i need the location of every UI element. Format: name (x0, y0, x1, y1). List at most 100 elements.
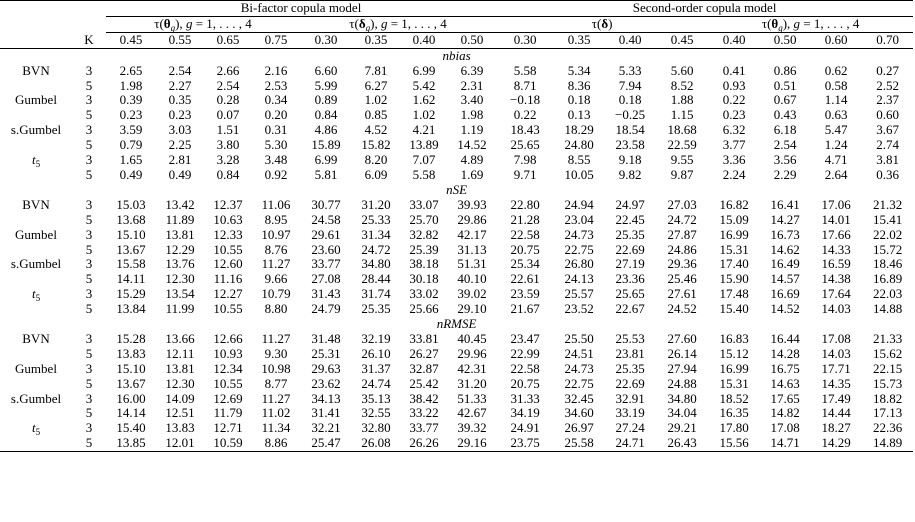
cell-value: 0.18 (567, 92, 591, 108)
cell-value: 25.42 (409, 375, 439, 391)
cell-value: 5.58 (412, 166, 436, 182)
cell-value: 24.72 (667, 211, 697, 227)
cell-value: 1.24 (824, 137, 848, 153)
copula-label: Gumbel (15, 360, 57, 376)
cell-value: 27.60 (667, 330, 697, 346)
cell-value: 0.51 (773, 77, 797, 93)
cell-value: 5.60 (670, 62, 694, 78)
cell-value: 12.30 (165, 271, 195, 287)
cell-value: 15.40 (719, 301, 749, 317)
cell-value: 34.80 (361, 256, 391, 272)
cell-value: 25.35 (361, 301, 391, 317)
cell-value: 0.49 (119, 166, 143, 182)
cell-value: 17.80 (719, 420, 749, 436)
cell-value: 14.11 (116, 271, 146, 287)
section-row-nse: nSE (0, 182, 913, 198)
column-header-1: 0.55 (156, 32, 204, 49)
cell-value: 20.75 (510, 241, 540, 257)
cell-value: 15.29 (116, 286, 146, 302)
cell-value: 11.27 (261, 390, 291, 406)
table-row: s.Gumbel 3 15.58 13.76 12.60 11.27 33.77 34.80 3… (0, 257, 913, 272)
table-row: 5 13.85 12.01 10.59 8.86 25.47 26.08 26.26 29.16… (0, 435, 914, 453)
cell-value: 17.65 (770, 390, 800, 406)
column-header-14: 0.60 (810, 32, 863, 49)
cell-value: 23.52 (564, 301, 594, 317)
cell-value: 33.81 (409, 330, 439, 346)
cell-value: 15.56 (708, 435, 761, 453)
cell-value: 3.77 (722, 137, 746, 153)
cell-value: 24.73 (564, 226, 594, 242)
cell-value: 25.46 (667, 271, 697, 287)
cell-value: 11.99 (165, 301, 195, 317)
cell-value: 25.65 (615, 286, 645, 302)
cell-value: 15.82 (361, 137, 391, 153)
cell-value: 15.09 (719, 211, 749, 227)
cell-value: 0.34 (264, 92, 288, 108)
cell-value: 10.63 (213, 211, 243, 227)
cell-value: 0.89 (314, 92, 338, 108)
cell-value: 5.81 (314, 166, 338, 182)
cell-value: 0.23 (119, 107, 143, 123)
cell-value: 34.19 (510, 405, 540, 421)
cell-value: 17.08 (770, 420, 800, 436)
cell-value: 3.03 (168, 122, 192, 138)
cell-value: 26.08 (352, 435, 400, 453)
cell-value: 23.81 (615, 345, 645, 361)
cell-value: 11.89 (165, 211, 195, 227)
column-header-3: 0.75 (252, 32, 300, 49)
table-row: 5 13.83 12.11 10.93 9.30 25.31 26.10 26.27 29.96… (0, 345, 913, 362)
cell-value: 40.45 (457, 330, 487, 346)
cell-value: 15.58 (116, 256, 146, 272)
cell-value: 2.54 (168, 62, 192, 78)
cell-value: 9.71 (513, 166, 537, 182)
cell-value: 3.81 (876, 152, 899, 168)
copula-label (0, 302, 72, 317)
cell-value: 2.74 (876, 137, 899, 153)
cell-value: 21.67 (510, 301, 540, 317)
cell-value: 32.55 (361, 405, 391, 421)
cell-value: 27.94 (667, 360, 697, 376)
k-value: 5 (85, 271, 93, 287)
cell-value: 14.14 (116, 405, 146, 421)
cell-value: 14.09 (165, 390, 195, 406)
cell-value: 24.97 (615, 196, 645, 212)
cell-value: 16.99 (719, 226, 749, 242)
copula-label: t5 (31, 420, 41, 438)
cell-value: 38.18 (409, 256, 439, 272)
cell-value: 5.99 (314, 77, 338, 93)
cell-value: 11.27 (261, 330, 291, 346)
cell-value: 42.31 (457, 360, 487, 376)
cell-value: 10.98 (261, 360, 291, 376)
cell-value: 22.36 (872, 420, 903, 436)
cell-value: 14.28 (770, 345, 800, 361)
cell-value: 25.57 (564, 286, 594, 302)
cell-value: 26.97 (564, 420, 594, 436)
cell-value: 17.06 (821, 196, 851, 212)
cell-value: 13.67 (116, 241, 146, 257)
cell-value: 0.62 (824, 62, 848, 78)
copula-label: BVN (22, 62, 50, 78)
cell-value: 27.61 (667, 286, 697, 302)
cell-value: 14.44 (821, 405, 851, 421)
cell-value: 22.75 (564, 241, 594, 257)
copula-label (0, 272, 72, 287)
cell-value: 18.27 (821, 420, 851, 436)
k-value: 5 (85, 345, 93, 361)
cell-value: 3.80 (216, 137, 240, 153)
cell-value: 39.02 (457, 286, 487, 302)
second-order-group-header: Second-order copula model (496, 0, 914, 17)
cell-value: 25.65 (510, 137, 540, 153)
cell-value: 1.98 (460, 107, 484, 123)
cell-value: 13.83 (165, 420, 195, 436)
table-row: s.Gumbel 3 3.59 3.03 1.51 0.31 4.86 4.52 4.21 1.1… (0, 122, 913, 138)
cell-value: 32.19 (361, 330, 391, 346)
copula-label (0, 138, 72, 153)
cell-value: 2.54 (216, 77, 240, 93)
cell-value: 0.39 (119, 92, 143, 108)
cell-value: 1.19 (460, 122, 484, 138)
cell-value: 24.58 (311, 211, 341, 227)
cell-value: 22.59 (667, 137, 697, 153)
cell-value: 15.89 (311, 137, 341, 153)
cell-value: 8.77 (264, 375, 288, 391)
